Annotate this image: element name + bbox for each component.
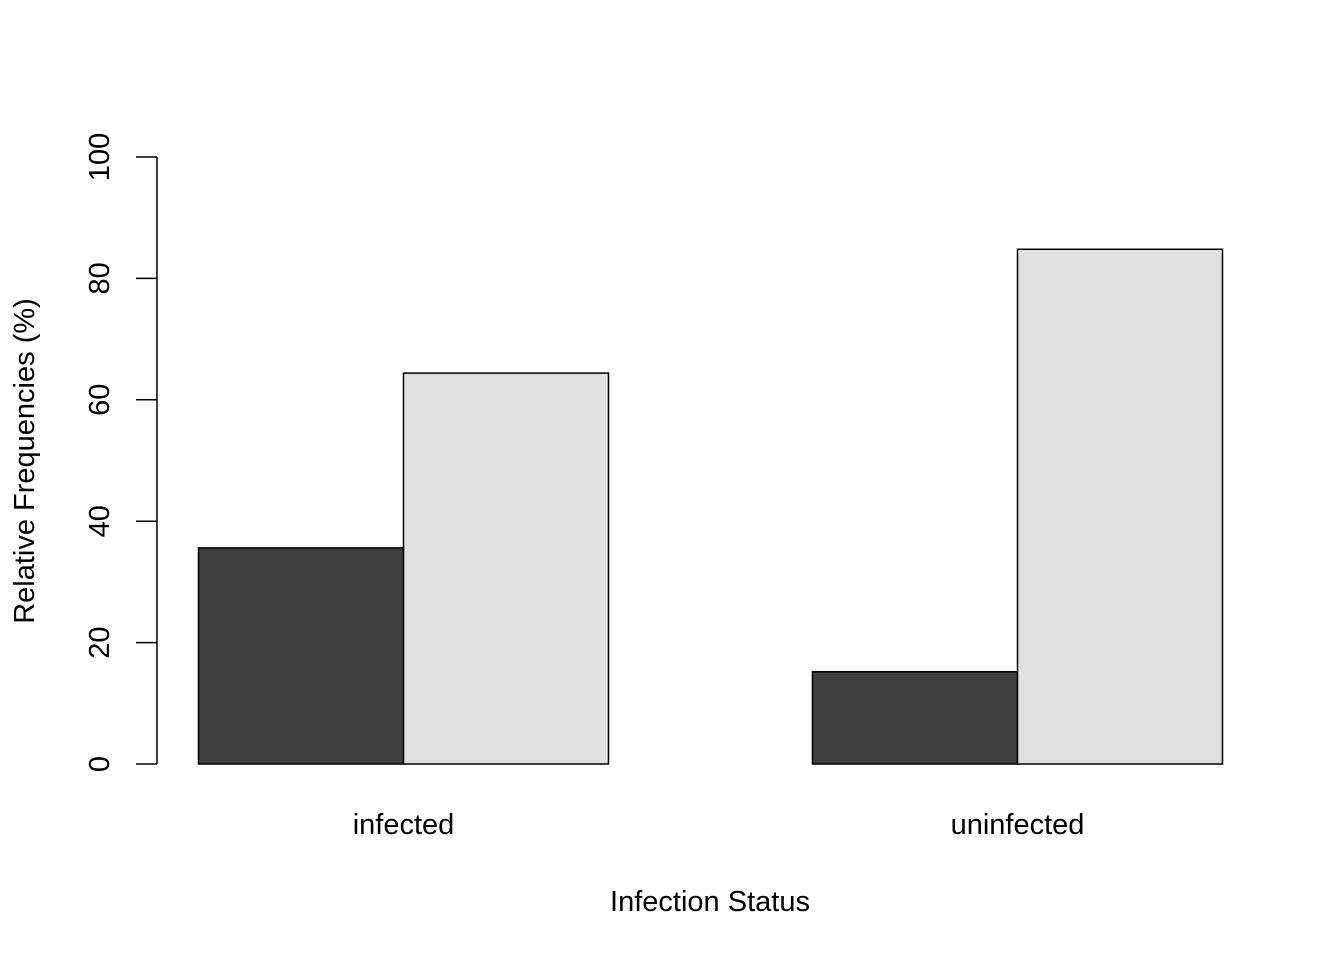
y-tick-label: 80 (84, 262, 116, 294)
bar-infected-series-1 (197, 547, 405, 765)
x-axis: infected uninfected (353, 809, 1085, 841)
y-tick-label: 40 (84, 505, 116, 537)
x-category-label-infected: infected (353, 809, 455, 841)
y-tick-label: 60 (84, 384, 116, 416)
bars-layer (197, 248, 1224, 765)
y-axis-title: Relative Frequencies (%) (9, 298, 41, 624)
bar-infected-series-2 (402, 372, 610, 765)
x-category-label-uninfected: uninfected (951, 809, 1085, 841)
bar-uninfected-series-2 (1016, 248, 1224, 765)
y-tick-label: 100 (84, 133, 116, 181)
y-tick-label: 20 (84, 626, 116, 658)
y-tick-label: 0 (84, 756, 116, 772)
x-axis-title: Infection Status (610, 886, 810, 918)
y-axis: 0 20 40 60 80 100 (84, 133, 158, 772)
bar-uninfected-series-1 (811, 670, 1019, 765)
